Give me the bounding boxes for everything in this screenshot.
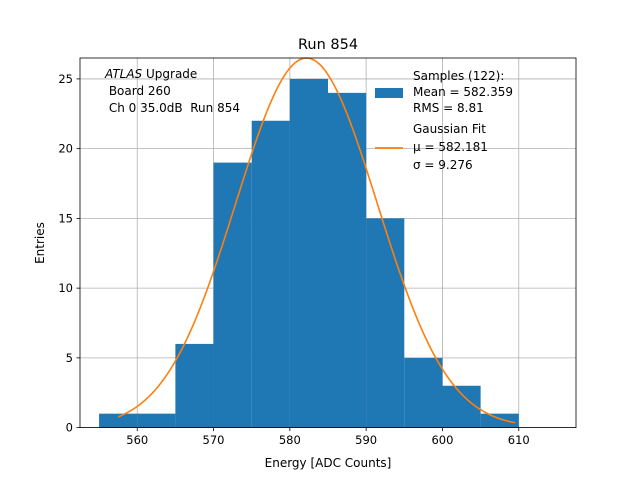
annotation-line-3: Ch 0 35.0dB Run 854 (105, 101, 240, 115)
y-tick-label: 5 (66, 351, 73, 365)
x-axis-label: Energy [ADC Counts] (265, 456, 392, 470)
x-tick-label: 610 (508, 433, 530, 447)
fit-curve-group (117, 57, 516, 424)
legend-fit-line-1: Gaussian Fit (413, 122, 486, 136)
x-tick-label: 580 (279, 433, 301, 447)
histogram-bars (99, 78, 519, 428)
x-axis-ticks: 560 570 580 590 600 610 (126, 427, 530, 447)
histogram-bar (99, 413, 138, 428)
y-tick-label: 25 (58, 72, 73, 86)
histogram-bar (251, 120, 290, 428)
legend-samples-line-2: Mean = 582.359 (413, 85, 513, 99)
legend-samples-line-1: Samples (122): (413, 69, 504, 83)
histogram-bar (328, 92, 367, 428)
legend-fit-line-2: μ = 582.181 (413, 140, 488, 154)
histogram-bar (137, 413, 176, 428)
y-tick-label: 15 (58, 211, 73, 225)
annotation-line-2: Board 260 (105, 84, 171, 98)
x-tick-label: 570 (203, 433, 225, 447)
legend-samples-line-3: RMS = 8.81 (413, 101, 484, 115)
gaussian-fit-curve (117, 57, 516, 424)
annotation-line-1: ATLAS Upgrade (104, 67, 197, 81)
atlas-annotation: ATLAS Upgrade Board 260 Ch 0 35.0dB Run … (104, 67, 240, 115)
histogram-bar (366, 218, 405, 428)
y-axis-label: Entries (33, 222, 47, 264)
x-tick-label: 560 (126, 433, 148, 447)
y-tick-label: 10 (58, 281, 73, 295)
annotation-atlas: ATLAS (104, 67, 143, 81)
y-tick-label: 0 (66, 421, 73, 435)
histogram-bar (289, 78, 328, 428)
histogram-bar (404, 357, 443, 428)
legend-fit-line-3: σ = 9.276 (413, 158, 473, 172)
legend-bar-swatch (375, 88, 403, 98)
x-tick-label: 600 (431, 433, 453, 447)
legend: Samples (122): Mean = 582.359 RMS = 8.81… (375, 69, 513, 172)
chart-title: Run 854 (298, 37, 358, 53)
plot-frame (79, 57, 577, 429)
histogram-bar (175, 343, 214, 428)
annotation-upgrade: Upgrade (142, 67, 197, 81)
histogram-bar (442, 385, 481, 428)
histogram-bar (213, 162, 252, 428)
y-tick-label: 20 (58, 142, 73, 156)
histogram-bar (480, 413, 519, 428)
x-tick-label: 590 (355, 433, 377, 447)
y-axis-ticks: 0 5 10 15 20 25 (58, 72, 80, 435)
